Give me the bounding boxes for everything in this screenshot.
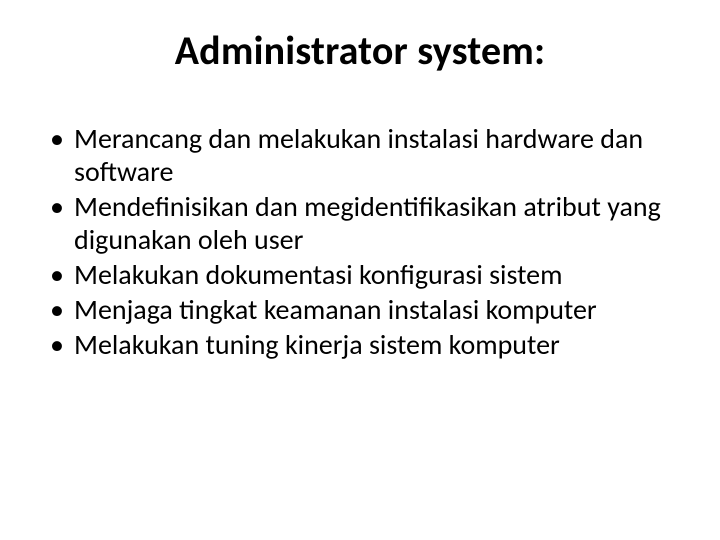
- list-item: Melakukan dokumentasi konfigurasi sistem: [46, 258, 674, 291]
- list-item: Melakukan tuning kinerja sistem komputer: [46, 328, 674, 361]
- slide: Administrator system: Merancang dan mela…: [0, 0, 720, 540]
- slide-title: Administrator system:: [40, 28, 680, 74]
- bullet-list: Merancang dan melakukan instalasi hardwa…: [40, 122, 680, 361]
- list-item: Menjaga tingkat keamanan instalasi kompu…: [46, 293, 674, 326]
- list-item: Merancang dan melakukan instalasi hardwa…: [46, 122, 674, 188]
- list-item: Mendefinisikan dan megidentifikasikan at…: [46, 190, 674, 256]
